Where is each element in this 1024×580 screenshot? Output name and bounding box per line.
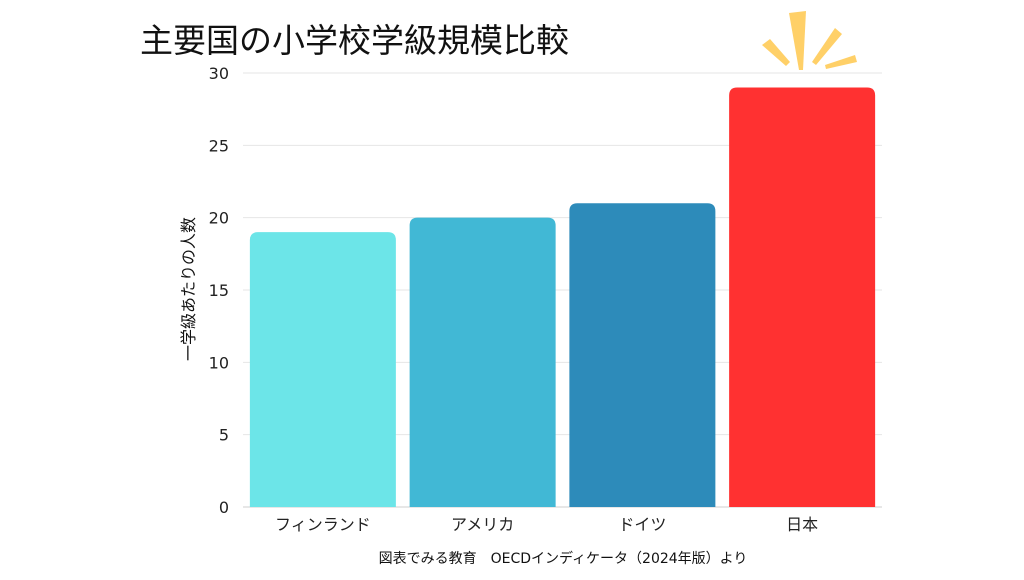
y-tick-label: 30 xyxy=(209,64,229,83)
x-tick-label: 日本 xyxy=(786,515,818,534)
y-tick-label: 15 xyxy=(209,281,229,300)
burst-ray xyxy=(789,11,806,70)
x-tick-label: フィンランド xyxy=(275,515,371,534)
x-tick-labels: フィンランド アメリカ ドイツ 日本 xyxy=(275,515,818,534)
burst-ray xyxy=(812,28,842,65)
x-tick-label: ドイツ xyxy=(618,515,666,534)
y-axis-label: 一学級あたりの人数 xyxy=(179,216,198,362)
chart-title: 主要国の小学校学級規模比較 xyxy=(140,21,569,60)
bars xyxy=(249,87,876,507)
bar xyxy=(569,203,716,507)
y-tick-label: 25 xyxy=(209,136,229,155)
source-note: 図表でみる教育 OECDインディケータ（2024年版）より xyxy=(378,551,748,567)
y-tick-label: 5 xyxy=(219,426,229,445)
burst-ray xyxy=(762,39,790,66)
y-tick-label: 0 xyxy=(219,498,229,517)
bar xyxy=(729,87,876,507)
bar xyxy=(249,232,396,507)
highlight-burst-icon xyxy=(762,11,857,70)
y-tick-label: 10 xyxy=(209,353,229,372)
y-tick-label: 20 xyxy=(209,209,229,228)
bar xyxy=(409,217,556,507)
y-tick-labels: 0 5 10 15 20 25 30 xyxy=(209,64,229,517)
x-tick-label: アメリカ xyxy=(451,515,514,534)
burst-ray xyxy=(825,55,857,69)
